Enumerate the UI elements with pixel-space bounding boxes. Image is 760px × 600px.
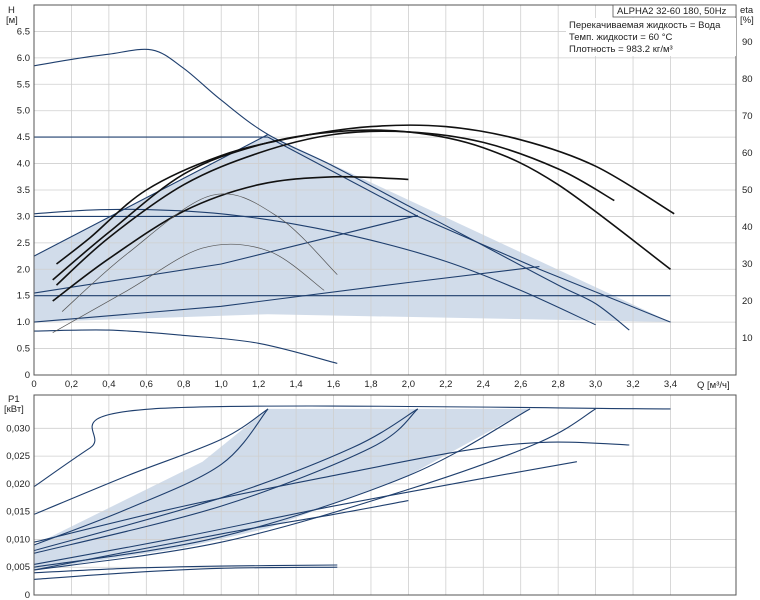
- efficiency-curves: [52, 124, 675, 334]
- flow-tick-label: 3,0: [589, 379, 602, 390]
- flow-tick-label: 1,2: [252, 379, 265, 390]
- chart-title: ALPHA2 32-60 180, 50Hz: [617, 6, 727, 17]
- power-curve: [33, 408, 419, 554]
- info-box: [566, 18, 736, 56]
- head-tick-label: 4.5: [17, 132, 30, 143]
- eta-tick-label: 20: [742, 296, 753, 307]
- flow-tick-label: 0,8: [177, 379, 190, 390]
- power-curve: [33, 564, 338, 574]
- flow-tick-label: 2,8: [552, 379, 565, 390]
- efficiency-curve: [55, 130, 615, 286]
- flow-axis-label: Q [м³/ч]: [697, 380, 730, 391]
- power-axis-label-1: P1: [8, 394, 20, 405]
- power-tick-label: 0,025: [6, 451, 30, 462]
- power-tick-label: 0: [25, 590, 30, 600]
- efficiency-curve: [56, 124, 675, 265]
- efficiency-curve: [61, 193, 338, 312]
- head-curve: [33, 48, 630, 331]
- power-curve: [33, 408, 419, 552]
- power-tick-label: 0,030: [6, 423, 30, 434]
- head-tick-label: 1.0: [17, 317, 30, 328]
- eta-axis-label-1: eta: [740, 5, 754, 16]
- eta-tick-label: 60: [742, 148, 753, 159]
- power-y-ticks: 0 0,005 0,010 0,015 0,020 0,025 0,030: [6, 423, 30, 600]
- head-tick-label: 6.0: [17, 53, 30, 64]
- power-tick-label: 0,020: [6, 479, 30, 490]
- flow-tick-label: 0,6: [140, 379, 153, 390]
- flow-tick-label: 2,6: [514, 379, 527, 390]
- eta-tick-label: 70: [742, 111, 753, 122]
- head-tick-label: 2.5: [17, 238, 30, 249]
- eta-axis-label-2: [%]: [740, 15, 754, 26]
- head-tick-label: 5.0: [17, 106, 30, 117]
- eta-tick-label: 40: [742, 222, 753, 233]
- power-curve: [33, 408, 269, 546]
- info-fluid: Перекачиваемая жидкость = Вода: [569, 20, 721, 31]
- operating-zone-power: [34, 408, 531, 570]
- flow-tick-label: 1,4: [289, 379, 302, 390]
- flow-x-ticks: 0 0,2 0,4 0,6 0,8 1,0 1,2 1,4 1,6 1,8 2,0 2,2 2,4 2,6…: [31, 379, 677, 390]
- eta-tick-label: 30: [742, 259, 753, 270]
- head-axis-label-1: H: [8, 5, 15, 16]
- efficiency-curve: [52, 243, 325, 334]
- eta-ticks: 10 20 30 40 50 60 70 80 90: [742, 37, 753, 344]
- eta-tick-label: 80: [742, 74, 753, 85]
- head-plot-frame: [33, 4, 737, 376]
- operating-zone-power-area: [34, 408, 531, 570]
- power-curve: [33, 408, 596, 571]
- power-curve: [33, 441, 630, 543]
- flow-tick-label: 0,2: [65, 379, 78, 390]
- info-temp: Темп. жидкости = 60 °C: [569, 32, 672, 43]
- power-curve: [33, 500, 409, 571]
- flow-tick-label: 2,0: [402, 379, 415, 390]
- power-curve: [33, 461, 577, 565]
- title-box: [612, 4, 737, 18]
- head-curve: [33, 208, 596, 326]
- head-tick-label: 0: [25, 370, 30, 381]
- flow-tick-label: 3,4: [664, 379, 677, 390]
- power-plot-frame: [33, 394, 737, 596]
- flow-tick-label: 3,2: [626, 379, 639, 390]
- info-density: Плотность = 983.2 кг/м³: [569, 44, 673, 55]
- head-tick-label: 1.5: [17, 291, 30, 302]
- head-tick-label: 6.5: [17, 26, 30, 37]
- operating-zone-head: [34, 134, 671, 323]
- operating-zone-head-area: [34, 134, 671, 323]
- power-curve: [33, 566, 338, 580]
- head-tick-label: 2.0: [17, 264, 30, 275]
- power-tick-label: 0,005: [6, 562, 30, 573]
- head-tick-label: 0.5: [17, 344, 30, 355]
- flow-tick-label: 0: [31, 379, 36, 390]
- power-curve: [33, 408, 269, 515]
- flow-tick-label: 1,0: [215, 379, 228, 390]
- power-curve: [33, 408, 531, 568]
- power-tick-label: 0,015: [6, 507, 30, 518]
- flow-tick-label: 2,2: [439, 379, 452, 390]
- head-tick-label: 3.5: [17, 185, 30, 196]
- power-curves: [33, 405, 671, 580]
- head-curve: [33, 214, 418, 294]
- head-tick-label: 5.5: [17, 79, 30, 90]
- eta-tick-label: 10: [742, 333, 753, 344]
- flow-tick-label: 1,6: [327, 379, 340, 390]
- flow-tick-label: 0,4: [102, 379, 115, 390]
- power-curve: [33, 405, 671, 488]
- head-curve: [33, 329, 338, 364]
- flow-tick-label: 1,8: [364, 379, 377, 390]
- head-tick-label: 3.0: [17, 211, 30, 222]
- head-y-ticks: 0 0.5 1.0 1.5 2.0 2.5 3.0 3.5 4.0 4.5 5.0 5.5 6.0 6.5: [17, 26, 30, 381]
- efficiency-curve: [52, 129, 671, 281]
- head-tick-label: 4.0: [17, 159, 30, 170]
- power-axis-label-2: [кВт]: [4, 404, 24, 415]
- efficiency-curve: [52, 175, 409, 302]
- power-tick-label: 0,010: [6, 534, 30, 545]
- flow-tick-label: 2,4: [477, 379, 490, 390]
- eta-tick-label: 50: [742, 185, 753, 196]
- eta-tick-label: 90: [742, 37, 753, 48]
- head-axis-label-2: [м]: [6, 15, 18, 26]
- head-curve: [33, 266, 540, 323]
